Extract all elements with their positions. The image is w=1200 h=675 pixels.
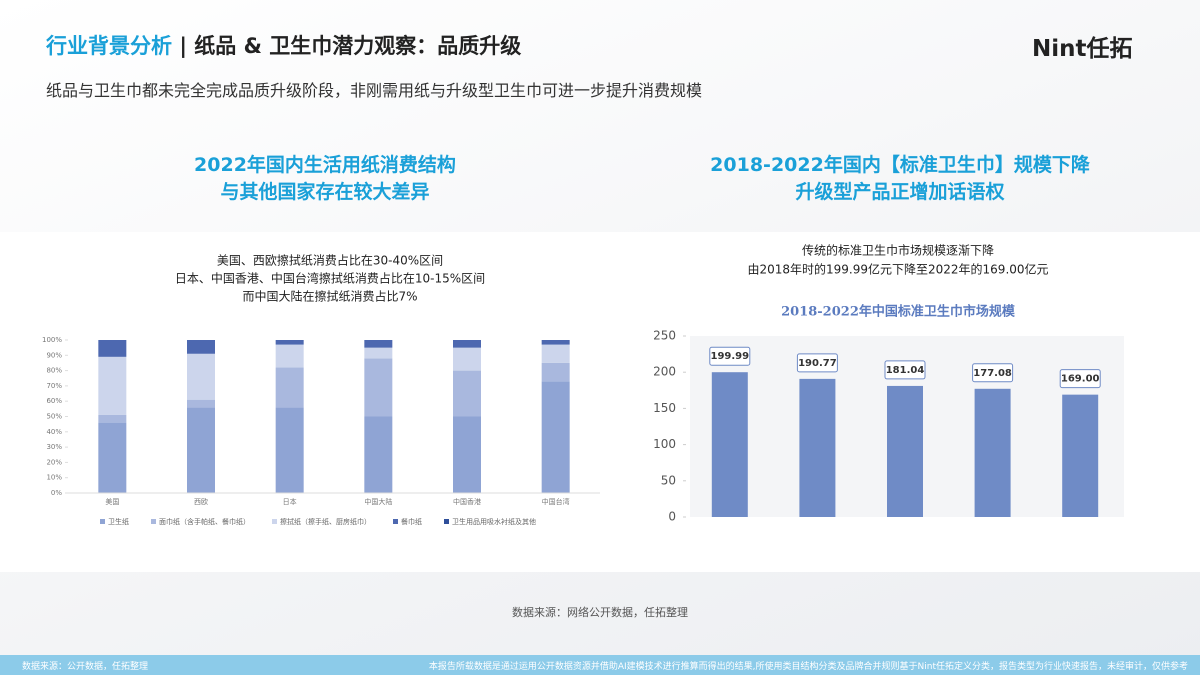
- footer: 数据来源：公开数据，任拓整理 本报告所载数据是通过运用公开数据资源并借助AI建模…: [0, 655, 1200, 675]
- title-text: | 纸品 & 卫生巾潜力观察：品质升级: [179, 34, 522, 58]
- y-tick-label: 0%: [51, 489, 62, 497]
- y-tick-label: 60%: [46, 397, 62, 405]
- bar-segment: [275, 407, 304, 493]
- y-tick-label: 100: [653, 437, 676, 451]
- bar-segment: [364, 358, 393, 417]
- x-tick-label: 中国大陆: [364, 497, 392, 506]
- section-heading: 2022年国内生活用纸消费结构 与其他国家存在较大差异: [90, 152, 560, 206]
- value-label: 169.00: [1061, 374, 1100, 385]
- legend-label: 面巾纸（含手帕纸、餐巾纸）: [159, 517, 250, 526]
- legend-label: 卫生纸: [108, 517, 129, 526]
- heading-line: 升级型产品正增加话语权: [795, 181, 1005, 203]
- y-tick-label: 20%: [46, 458, 62, 466]
- x-tick-label: 西欧: [194, 497, 208, 506]
- bar-segment: [541, 340, 570, 345]
- bar: [799, 378, 836, 517]
- value-label-box: [796, 353, 838, 373]
- bar-segment: [541, 381, 570, 493]
- value-label-box: [709, 346, 751, 366]
- value-label: 177.08: [973, 368, 1012, 379]
- chart: 美国、西欧擦拭纸消费占比在30-40%区间日本、中国香港、中国台湾擦拭纸消费占比…: [42, 253, 600, 526]
- bar-segment: [98, 340, 127, 357]
- subtitle: 纸品与卫生巾都未完全完成品质升级阶段，非刚需用纸与升级型卫生巾可进一步提升消费规…: [46, 81, 703, 100]
- value-label: 181.04: [886, 365, 925, 376]
- bar-segment: [453, 370, 481, 417]
- bar-segment: [187, 407, 215, 493]
- legend-swatch: [151, 519, 156, 524]
- chart: 传统的标准卫生巾市场规模逐渐下降由2018年时的199.99亿元下降至2022年…: [653, 243, 1124, 524]
- x-tick-label: 日本: [283, 497, 297, 506]
- y-tick-label: 150: [653, 401, 676, 415]
- y-tick-label: 50: [661, 473, 676, 487]
- bar-segment: [98, 422, 127, 493]
- legend-swatch: [393, 519, 398, 524]
- logo: Nint任拓: [1032, 36, 1133, 62]
- legend-label: 擦拭纸（擦手纸、厨房纸巾）: [280, 517, 371, 526]
- header-title: 行业背景分析 | 纸品 & 卫生巾潜力观察：品质升级: [46, 30, 521, 60]
- y-tick-label: 200: [653, 365, 676, 379]
- value-label-box: [972, 363, 1014, 383]
- bar: [711, 372, 748, 517]
- heading-line: 2018-2022年国内【标准卫生巾】规模下降: [710, 154, 1090, 176]
- heading-line: 2022年国内生活用纸消费结构: [194, 154, 456, 176]
- bar-segment: [187, 399, 215, 408]
- bar: [887, 385, 923, 517]
- heading-line: 与其他国家存在较大差异: [220, 181, 430, 203]
- annotation: 由2018年时的199.99亿元下降至2022年的169.00亿元: [747, 262, 1048, 277]
- y-tick-label: 80%: [46, 367, 62, 375]
- y-tick-label: 10%: [46, 474, 62, 482]
- bar-segment: [453, 340, 481, 348]
- section-heading: 2018-2022年国内【标准卫生巾】规模下降 升级型产品正增加话语权: [640, 152, 1160, 206]
- annotation: 而中国大陆在擦拭纸消费占比7%: [242, 289, 417, 304]
- annotation: 日本、中国香港、中国台湾擦拭纸消费占比在10-15%区间: [175, 271, 485, 286]
- y-tick-label: 0: [668, 510, 676, 524]
- x-tick-label: 中国香港: [453, 497, 481, 506]
- bar-segment: [275, 344, 304, 368]
- chart-title: 2018-2022年中国标准卫生巾市场规模: [781, 304, 1016, 320]
- legend-label: 卫生用品用吸水衬纸及其他: [452, 517, 536, 526]
- legend-label: 餐巾纸: [401, 517, 422, 526]
- title-prefix: 行业背景分析: [46, 34, 172, 58]
- bar-segment: [187, 353, 215, 400]
- bar-segment: [453, 416, 481, 493]
- value-label: 199.99: [711, 351, 750, 362]
- annotation: 美国、西欧擦拭纸消费占比在30-40%区间: [217, 253, 443, 268]
- annotation: 传统的标准卫生巾市场规模逐渐下降: [802, 243, 994, 258]
- source: 数据来源：网络公开数据，任拓整理: [512, 606, 688, 619]
- y-tick-label: 40%: [46, 428, 62, 436]
- bar-segment: [453, 347, 481, 371]
- bar: [974, 388, 1011, 517]
- y-tick-label: 90%: [46, 351, 62, 359]
- bar-segment: [541, 362, 570, 382]
- bar-segment: [364, 340, 393, 348]
- bar-segment: [541, 344, 570, 363]
- value-label-box: [884, 360, 926, 380]
- legend-swatch: [100, 519, 105, 524]
- y-tick-label: 30%: [46, 443, 62, 451]
- y-tick-label: 250: [653, 329, 676, 343]
- value-label-box: [1059, 369, 1101, 389]
- footer-left: 数据来源：公开数据，任拓整理: [22, 662, 149, 672]
- x-tick-label: 美国: [105, 497, 119, 506]
- bar: [1062, 394, 1099, 517]
- bar-segment: [187, 340, 215, 354]
- footer-right: 本报告所载数据是通过运用公开数据资源并借助AI建模技术进行推算而得出的结果,所使…: [428, 662, 1188, 672]
- value-label: 190.77: [798, 358, 837, 369]
- bar-segment: [364, 416, 393, 493]
- bar-segment: [98, 414, 127, 423]
- bar-segment: [98, 356, 127, 415]
- bar-segment: [275, 367, 304, 408]
- y-tick-label: 70%: [46, 382, 62, 390]
- y-tick-label: 50%: [46, 413, 62, 421]
- legend-swatch: [272, 519, 277, 524]
- bar-segment: [275, 340, 304, 345]
- bar-segment: [364, 347, 393, 359]
- x-tick-label: 中国台湾: [542, 497, 570, 506]
- legend-swatch: [444, 519, 449, 524]
- y-tick-label: 100%: [42, 336, 62, 344]
